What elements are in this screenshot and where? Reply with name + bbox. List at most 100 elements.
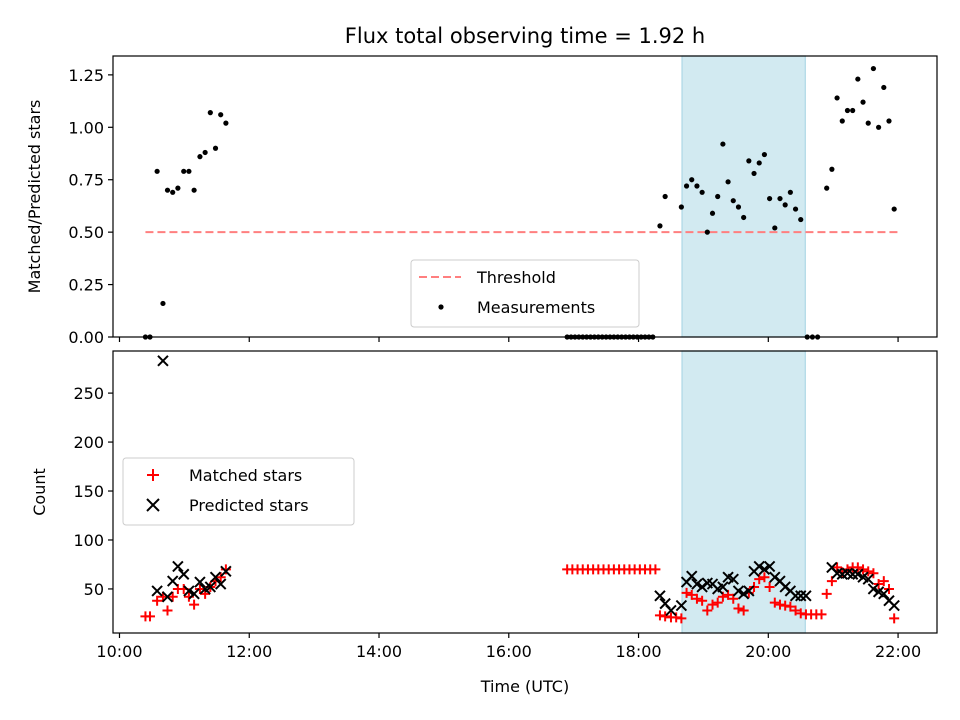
y-tick-label: 150 bbox=[73, 482, 104, 501]
measurement-point bbox=[735, 204, 742, 210]
matched-star-point bbox=[889, 613, 900, 624]
matched-star-point bbox=[883, 583, 894, 594]
legend-label: Predicted stars bbox=[189, 496, 309, 515]
matched-star-point bbox=[863, 566, 874, 577]
x-tick-label: 14:00 bbox=[356, 642, 402, 661]
x-tick-label: 18:00 bbox=[615, 642, 661, 661]
measurement-point bbox=[886, 118, 892, 124]
axes-frame bbox=[112, 350, 938, 634]
measurement-point bbox=[223, 120, 229, 126]
predicted-star-point bbox=[758, 563, 771, 576]
series-predicted-stars bbox=[151, 355, 900, 617]
matched-star-point bbox=[733, 603, 744, 614]
y-tick-label: 1.25 bbox=[68, 66, 104, 85]
matched-star-point bbox=[712, 597, 723, 608]
y-axis-label: Matched/Predicted stars bbox=[25, 100, 44, 294]
measurement-point bbox=[865, 120, 871, 126]
matched-star-point bbox=[868, 568, 879, 579]
matched-star-point bbox=[200, 588, 211, 599]
predicted-star-point bbox=[194, 576, 206, 588]
measurement-point bbox=[186, 168, 192, 174]
predicted-star-point bbox=[161, 591, 174, 603]
measurement-point bbox=[202, 149, 208, 156]
matched-star-point bbox=[215, 572, 226, 583]
series-measurements bbox=[142, 65, 897, 340]
legend-box bbox=[410, 259, 640, 328]
predicted-star-point bbox=[172, 560, 184, 573]
predicted-star-point bbox=[743, 585, 755, 597]
measurement-point bbox=[891, 206, 897, 212]
legend-box bbox=[122, 457, 355, 526]
predicted-star-point bbox=[220, 565, 232, 578]
measurement-point bbox=[839, 118, 845, 124]
measurement-point bbox=[756, 160, 762, 166]
shaded-time-span bbox=[681, 350, 806, 634]
y-tick-label: 0.00 bbox=[68, 328, 104, 347]
predicted-star-point bbox=[209, 571, 222, 583]
chart-title: Flux total observing time = 1.92 h bbox=[345, 24, 705, 48]
predicted-star-point bbox=[862, 573, 874, 585]
measurement-point bbox=[715, 193, 721, 200]
measurement-point bbox=[709, 210, 716, 216]
matched-star-point bbox=[167, 591, 178, 602]
measurement-point bbox=[699, 189, 705, 195]
measurement-point bbox=[689, 177, 695, 183]
predicted-star-point bbox=[183, 585, 195, 597]
x-tick-label: 22:00 bbox=[875, 642, 921, 661]
matched-star-point bbox=[189, 599, 200, 610]
measurement-point bbox=[181, 168, 187, 174]
matched-star-point bbox=[785, 601, 796, 612]
matched-star-point bbox=[816, 609, 827, 620]
series-matched-stars bbox=[140, 562, 900, 624]
matched-star-point bbox=[194, 583, 205, 594]
measurement-point bbox=[792, 206, 799, 212]
x-axis-label: Time (UTC) bbox=[480, 677, 569, 696]
measurement-point bbox=[720, 141, 726, 147]
matched-star-point bbox=[681, 587, 692, 598]
measurement-point bbox=[741, 214, 747, 221]
measurement-point bbox=[678, 204, 684, 210]
predicted-star-point bbox=[214, 578, 227, 590]
matched-star-point bbox=[707, 599, 718, 610]
measurement-point bbox=[787, 189, 793, 195]
matched-star-point bbox=[832, 562, 843, 573]
measurement-point bbox=[751, 170, 757, 177]
measurement-point bbox=[876, 124, 882, 130]
measurement-point bbox=[212, 145, 219, 151]
legend-label: Measurements bbox=[477, 298, 595, 317]
legend-label: Matched stars bbox=[189, 466, 302, 485]
measurement-point bbox=[694, 183, 700, 189]
measurement-point bbox=[175, 185, 181, 191]
measurement-point bbox=[730, 198, 736, 204]
measurement-point bbox=[772, 225, 778, 231]
measurement-point bbox=[746, 158, 752, 164]
matched-star-point bbox=[858, 564, 869, 575]
predicted-star-point bbox=[178, 568, 190, 580]
x-tick-label: 16:00 bbox=[486, 642, 532, 661]
bottom-panel: 50 100 150 200 250 10:00 12:00 14:00 16:00 18:00 2… bbox=[30, 350, 938, 696]
predicted-star-point bbox=[763, 560, 776, 573]
matched-star-point bbox=[686, 589, 697, 600]
predicted-star-point bbox=[675, 599, 688, 612]
y-tick-label: 0.50 bbox=[68, 223, 104, 242]
y-axis-label: Count bbox=[30, 468, 49, 516]
measurement-point bbox=[824, 185, 830, 191]
measurement-point bbox=[881, 84, 887, 91]
measurement-point bbox=[767, 195, 773, 202]
predicted-star-point bbox=[717, 581, 729, 593]
measurement-point bbox=[154, 168, 160, 174]
measurement-point bbox=[850, 107, 856, 114]
shaded-time-span bbox=[681, 55, 806, 338]
predicted-star-point bbox=[654, 590, 666, 602]
matched-star-point bbox=[676, 613, 687, 624]
legend-matched-swatch bbox=[147, 469, 159, 481]
predicted-star-point bbox=[888, 599, 900, 612]
x-tick-label: 10:00 bbox=[96, 642, 142, 661]
measurement-point bbox=[683, 183, 690, 189]
predicted-star-point bbox=[753, 560, 765, 573]
matched-star-point bbox=[878, 576, 889, 587]
predicted-star-point bbox=[204, 581, 217, 593]
measurement-point bbox=[662, 193, 668, 200]
predicted-star-point bbox=[166, 575, 179, 587]
